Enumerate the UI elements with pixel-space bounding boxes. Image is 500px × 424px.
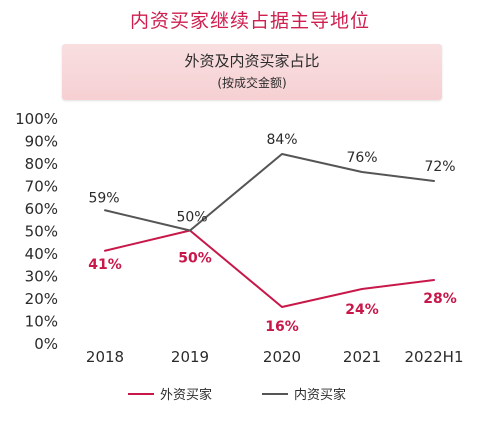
y-tick-label: 30% (25, 268, 58, 286)
x-tick-label: 2022H1 (405, 348, 464, 366)
x-tick-label: 2021 (343, 348, 381, 366)
y-tick-label: 40% (25, 245, 58, 263)
chart-legend: 外资买家 内资买家 (0, 384, 500, 408)
data-label: 50% (178, 251, 212, 267)
chart-subtitle: (按成交金额) (217, 76, 287, 90)
chart-title: 外资及内资买家占比 (184, 52, 320, 70)
y-tick-label: 60% (25, 200, 58, 218)
data-label: 28% (423, 291, 457, 307)
y-tick-label: 90% (25, 133, 58, 151)
y-tick-label: 70% (25, 178, 58, 196)
y-tick-label: 20% (25, 290, 58, 308)
data-label: 16% (265, 319, 299, 335)
data-label: 59% (88, 190, 119, 206)
x-tick-label: 2020 (263, 348, 301, 366)
data-label: 84% (266, 132, 297, 148)
y-tick-label: 10% (25, 313, 58, 331)
page-title: 内资买家继续占据主导地位 (129, 10, 370, 32)
data-label: 76% (346, 150, 377, 166)
legend-swatch (262, 392, 288, 395)
series-line-foreign-buyers (104, 229, 435, 308)
y-tick-label: 80% (25, 155, 58, 173)
y-tick-label: 100% (15, 110, 58, 128)
data-label: 24% (345, 302, 379, 318)
y-tick-label: 50% (25, 223, 58, 241)
data-label: 50% (176, 210, 207, 226)
legend-item: 内资买家 (262, 384, 346, 403)
legend-swatch (128, 392, 154, 395)
x-tick-label: 2019 (171, 348, 209, 366)
y-tick-label: 0% (34, 335, 58, 353)
series-line-domestic-buyers (104, 153, 435, 232)
legend-item: 外资买家 (128, 384, 212, 403)
legend-label: 内资买家 (294, 388, 347, 403)
chart-title-banner: 外资及内资买家占比 (按成交金额) (62, 44, 442, 100)
data-label: 72% (424, 159, 455, 175)
x-tick-label: 2018 (86, 348, 124, 366)
legend-label: 外资买家 (160, 388, 213, 403)
data-label: 41% (88, 257, 122, 273)
